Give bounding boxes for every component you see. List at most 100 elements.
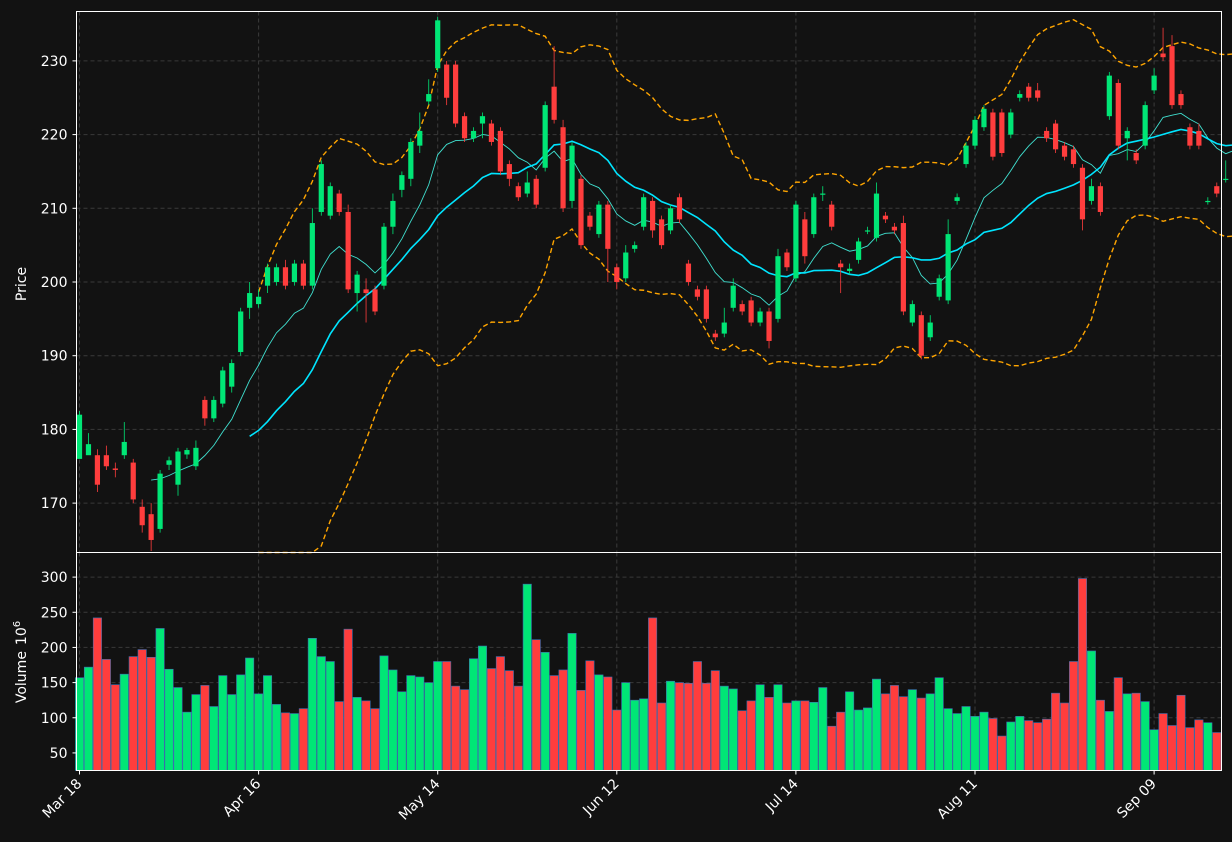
candle-body [426, 94, 432, 102]
volume-bar [101, 659, 111, 771]
volume-bar [182, 711, 192, 771]
candle [354, 270, 360, 312]
candle-body [256, 296, 262, 305]
candle [533, 175, 539, 209]
candle-body [1044, 130, 1050, 139]
candle [811, 193, 817, 238]
volume-bar [1051, 692, 1061, 771]
candle [855, 237, 862, 264]
volume-bar [379, 655, 389, 771]
candle-body [587, 215, 593, 227]
candle-body [318, 164, 324, 212]
bollinger-upper-line [257, 18, 1232, 293]
volume-bar [209, 706, 219, 771]
candle-body [685, 263, 692, 282]
volume-bar [549, 675, 559, 771]
volume-bar [764, 697, 774, 771]
candle [345, 204, 351, 294]
volume-bar [1194, 719, 1204, 771]
candle-body [1106, 75, 1112, 117]
candle-body [855, 241, 862, 260]
volume-bar [200, 685, 210, 771]
candle-body [1115, 82, 1121, 146]
candle-body [757, 311, 763, 323]
candle [623, 245, 629, 282]
candle [1008, 108, 1014, 139]
candle [775, 248, 781, 323]
volume-bar [585, 660, 595, 771]
volume-bar [988, 718, 998, 771]
volume-bar [1069, 661, 1079, 771]
volume-bar [164, 668, 174, 771]
candle [542, 101, 548, 172]
volume-bar [1095, 699, 1105, 771]
volume-bar [863, 707, 873, 771]
candle-body [802, 219, 808, 257]
candle [1223, 160, 1229, 183]
candle [632, 241, 638, 253]
candle [882, 211, 889, 224]
candle-body [121, 441, 127, 456]
candle [1088, 178, 1095, 205]
volume-y-tick-label: 50 [50, 746, 68, 762]
candle-body [533, 178, 539, 205]
volume-bar [880, 693, 890, 771]
volume-bar [594, 674, 604, 771]
candle-body [703, 289, 709, 319]
candle-body [1196, 130, 1202, 146]
candle [264, 263, 271, 294]
volume-bar [1131, 692, 1141, 771]
candle-body [1026, 86, 1032, 98]
volume-bar [898, 696, 908, 771]
candle-body [945, 234, 951, 301]
candle-body [453, 64, 459, 124]
candle-body [1088, 186, 1095, 201]
candle-body [551, 86, 557, 120]
volume-axes-frame [76, 552, 1222, 771]
candle-body [1035, 90, 1041, 98]
candle-body [479, 116, 486, 124]
candle-body [247, 293, 253, 308]
candle-body [264, 267, 271, 286]
volume-bar [854, 709, 864, 771]
candle [963, 141, 969, 168]
candle-body [193, 447, 199, 467]
candle-body [76, 414, 83, 459]
volume-bar [1167, 725, 1177, 771]
candle-body [650, 200, 656, 231]
candle [148, 503, 154, 552]
candle [712, 329, 718, 341]
candle [470, 127, 477, 142]
volume-bar [576, 690, 586, 771]
volume-bar [1149, 729, 1159, 771]
candle [685, 259, 692, 286]
volume-bar [298, 708, 308, 771]
volume-bar [1158, 713, 1168, 771]
volume-y-axis-label: Volume 106 [12, 621, 30, 703]
candle-body [85, 444, 92, 456]
candle-body [632, 245, 638, 249]
candle-body [1187, 127, 1193, 146]
candle [569, 141, 575, 209]
candle [676, 193, 683, 224]
candle [130, 458, 136, 504]
price-panel: 170 180 190 200 210 220 230 Price [14, 11, 1232, 554]
candle-body [166, 460, 172, 465]
volume-bar [1077, 578, 1087, 771]
volume-bar [782, 702, 792, 771]
volume-bar [522, 583, 532, 771]
candle [515, 182, 521, 201]
candle [936, 274, 942, 301]
candle-body [793, 204, 799, 279]
volume-bar [173, 687, 183, 771]
candle-body [1061, 145, 1068, 157]
candle-body [1133, 153, 1139, 161]
volume-bar [1024, 720, 1034, 771]
volume-bar [558, 669, 568, 771]
candle-body [1079, 167, 1086, 220]
candle [802, 211, 808, 264]
candle [381, 223, 387, 290]
price-y-tick-label: 200 [41, 275, 68, 291]
candle [166, 456, 172, 470]
volume-bar [683, 682, 693, 771]
